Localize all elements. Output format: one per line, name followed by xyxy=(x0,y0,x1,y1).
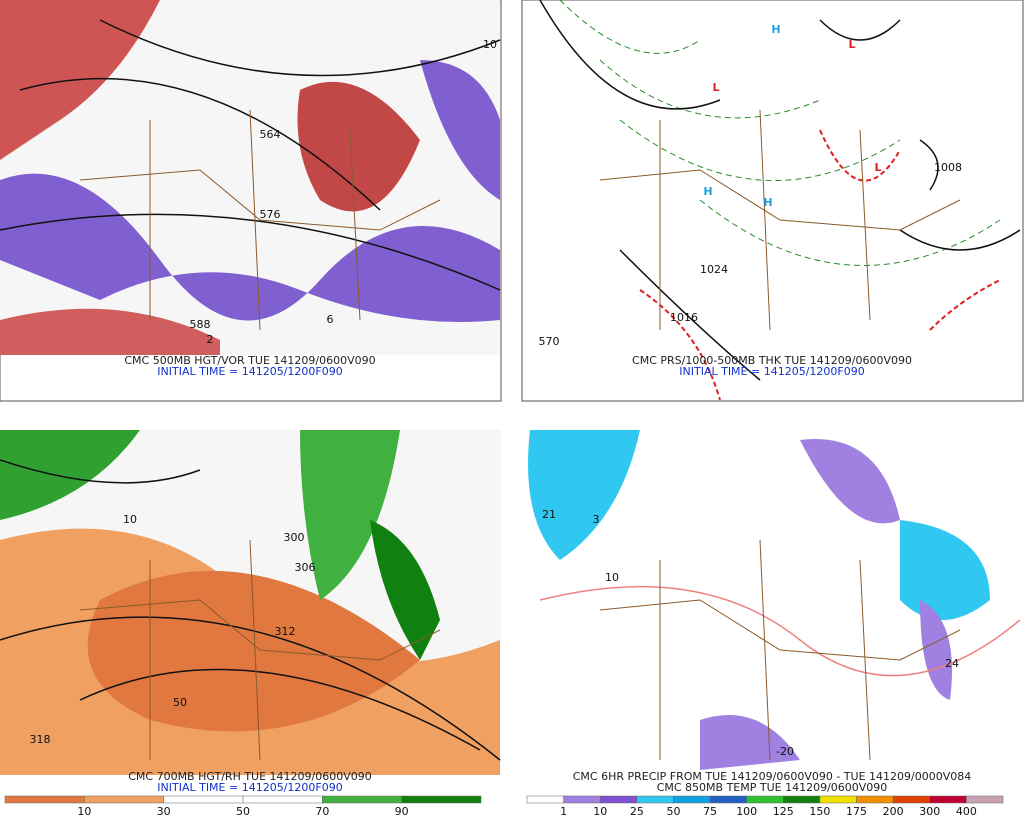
contour-label: 10 xyxy=(123,513,137,526)
contour-label: 3 xyxy=(593,513,600,526)
contour-label: 588 xyxy=(190,318,211,331)
legend-label: 150 xyxy=(809,805,830,818)
contour-label: 564 xyxy=(260,128,281,141)
legend-swatch xyxy=(563,795,601,804)
legend-swatch xyxy=(709,795,747,804)
legend-label: 1 xyxy=(560,805,567,818)
pressure-center: H xyxy=(703,185,712,198)
legend-swatch xyxy=(929,795,967,804)
caption: CMC 700MB HGT/RH TUE 141209/0600V090 xyxy=(128,770,372,783)
legend-label: 10 xyxy=(593,805,607,818)
contour-label: 24 xyxy=(945,657,959,670)
legend-label: 175 xyxy=(846,805,867,818)
contour-label: 1016 xyxy=(670,311,698,324)
legend-swatch xyxy=(783,795,821,804)
legend-label: 30 xyxy=(157,805,171,818)
legend-label: 50 xyxy=(666,805,680,818)
caption: INITIAL TIME = 141205/1200F090 xyxy=(157,781,342,794)
caption: CMC 6HR PRECIP FROM TUE 141209/0600V090 … xyxy=(573,770,971,783)
contour-label: 6 xyxy=(327,313,334,326)
legend-swatch xyxy=(242,795,323,804)
caption: CMC PRS/1000-500MB THK TUE 141209/0600V0… xyxy=(632,354,912,367)
pressure-center: L xyxy=(874,161,881,174)
panel-500mb xyxy=(0,0,502,402)
legend-label: 200 xyxy=(883,805,904,818)
legend-label: 75 xyxy=(703,805,717,818)
panel-precip xyxy=(522,430,1023,770)
legend-label: 70 xyxy=(315,805,329,818)
contour-label: 1024 xyxy=(700,263,728,276)
legend-swatch xyxy=(966,795,1004,804)
contour-label: -20 xyxy=(776,745,794,758)
legend-label: 90 xyxy=(395,805,409,818)
legend-swatch xyxy=(163,795,244,804)
caption: INITIAL TIME = 141205/1200F090 xyxy=(679,365,864,378)
legend-swatch xyxy=(856,795,894,804)
contour-label: 312 xyxy=(275,625,296,638)
legend-swatch xyxy=(4,795,85,804)
contour-label: 318 xyxy=(30,733,51,746)
caption: CMC 850MB TEMP TUE 141209/0600V090 xyxy=(657,781,888,794)
legend-swatch xyxy=(746,795,784,804)
contour-label: 21 xyxy=(542,508,556,521)
legend-swatch xyxy=(401,795,482,804)
pressure-center: H xyxy=(771,23,780,36)
pressure-center: L xyxy=(712,81,719,94)
legend-swatch xyxy=(819,795,857,804)
legend-label: 10 xyxy=(77,805,91,818)
legend-label: 100 xyxy=(736,805,757,818)
caption: INITIAL TIME = 141205/1200F090 xyxy=(157,365,342,378)
legend-swatch xyxy=(673,795,711,804)
contour-label: 570 xyxy=(539,335,560,348)
caption: CMC 500MB HGT/VOR TUE 141209/0600V090 xyxy=(124,354,375,367)
legend-swatch xyxy=(636,795,674,804)
contour-label: 576 xyxy=(260,208,281,221)
contour-label: 300 xyxy=(284,531,305,544)
legend-swatch xyxy=(599,795,638,804)
contour-label: 2 xyxy=(207,333,214,346)
legend-swatch xyxy=(892,795,931,804)
contour-label: 1008 xyxy=(934,161,962,174)
contour-label: 306 xyxy=(295,561,316,574)
panel-700mb xyxy=(0,430,501,775)
legend-label: 400 xyxy=(956,805,977,818)
legend-label: 50 xyxy=(236,805,250,818)
legend-swatch xyxy=(84,795,164,804)
legend-label: 300 xyxy=(919,805,940,818)
legend-swatch xyxy=(526,795,564,804)
contour-label: 10 xyxy=(605,571,619,584)
pressure-center: H xyxy=(763,196,772,209)
legend-label: 125 xyxy=(773,805,794,818)
contour-label: 10 xyxy=(483,38,497,51)
contour-label: 50 xyxy=(173,696,187,709)
panel-surface xyxy=(521,0,1024,402)
pressure-center: L xyxy=(848,38,855,51)
legend-swatch xyxy=(322,795,402,804)
legend-label: 25 xyxy=(630,805,644,818)
